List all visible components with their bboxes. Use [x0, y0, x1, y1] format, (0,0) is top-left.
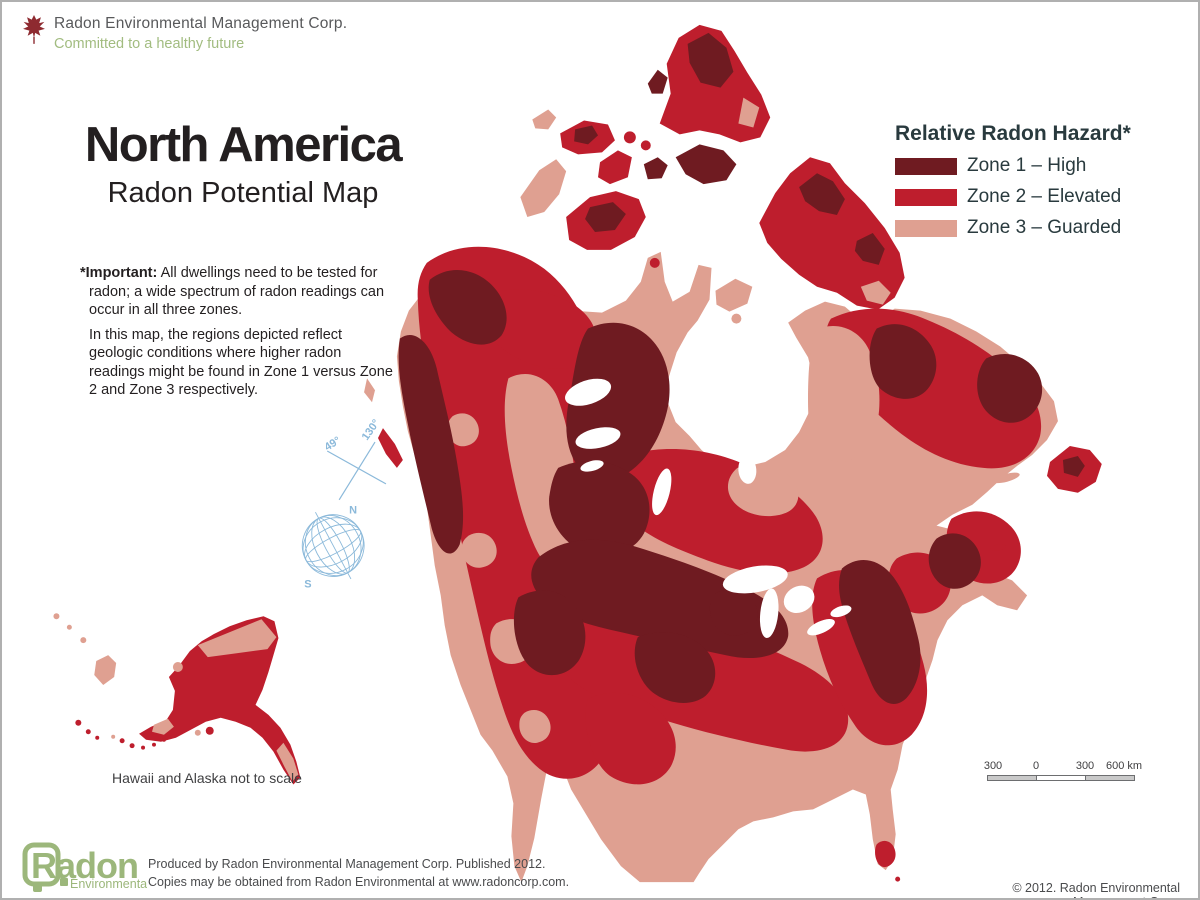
copyright: © 2012. Radon Environmental Management C… — [1012, 881, 1180, 898]
scale-bar: 300 0 300 600 km — [983, 760, 1142, 781]
radon-logo-icon: Radon Environmental — [22, 842, 150, 892]
credit-line-2: Copies may be obtained from Radon Enviro… — [148, 875, 570, 889]
important-note: *Important: All dwellings need to be tes… — [80, 264, 394, 400]
compass-latitude-label: 49° — [322, 435, 342, 454]
globe-south-label: S — [304, 578, 311, 590]
compass-crosshair — [326, 441, 387, 501]
legend-item-zone1: Zone 1 – High — [895, 155, 1131, 177]
map-alaska-inset — [111, 616, 301, 785]
scale-bar-track — [987, 775, 1135, 781]
legend: Relative Radon Hazard* Zone 1 – High Zon… — [895, 122, 1131, 248]
legend-title: Relative Radon Hazard* — [895, 122, 1131, 145]
globe-icon — [301, 511, 365, 580]
scale-label-3: 600 km — [1105, 760, 1143, 772]
page-subtitle: Radon Potential Map — [107, 177, 379, 210]
map-arctic-islands — [520, 24, 905, 324]
globe-north-label: N — [349, 505, 357, 517]
zone2-label: Zone 2 – Elevated — [967, 186, 1122, 207]
scale-label-0: 300 — [983, 760, 1003, 772]
credits: Produced by Radon Environmental Manageme… — [148, 855, 569, 891]
credit-line-1: Produced by Radon Environmental Manageme… — [148, 857, 546, 871]
legend-item-zone3: Zone 3 – Guarded — [895, 217, 1131, 239]
map-lakes — [565, 378, 852, 639]
map-atlantic-islands — [364, 378, 1102, 551]
company-name: Radon Environmental Management Corp. — [54, 15, 348, 32]
legend-item-zone2: Zone 2 – Elevated — [895, 186, 1131, 208]
scale-label-1: 0 — [1032, 760, 1040, 772]
zone3-label: Zone 3 – Guarded — [967, 217, 1122, 238]
svg-text:Environmental: Environmental — [70, 877, 147, 891]
company-tagline: Committed to a healthy future — [54, 36, 245, 52]
zone1-label: Zone 1 – High — [967, 155, 1087, 176]
zone2-swatch — [895, 188, 957, 206]
page-header: Radon Environmental Management Corp. Com… — [22, 15, 347, 52]
note-paragraph-2: In this map, the regions depicted reflec… — [89, 326, 393, 399]
note-important-label: *Important: — [80, 265, 158, 281]
zone3-swatch — [895, 219, 957, 237]
zone1-swatch — [895, 157, 957, 175]
scale-label-2: 300 — [1075, 760, 1095, 772]
page-title: North America — [84, 118, 403, 172]
inset-scale-note: Hawaii and Alaska not to scale — [112, 770, 302, 786]
title-block: North America Radon Potential Map — [52, 118, 434, 210]
map-hawaii-inset — [53, 613, 117, 740]
note-paragraph-1: *Important: All dwellings need to be tes… — [80, 265, 385, 318]
radon-environmental-logo: Radon Environmental — [22, 842, 150, 898]
svg-text:Radon: Radon — [31, 845, 138, 886]
maple-leaf-icon — [23, 15, 45, 44]
scale-bar-labels: 300 0 300 600 km — [983, 760, 1142, 773]
map-zone1-regions — [398, 270, 1043, 704]
